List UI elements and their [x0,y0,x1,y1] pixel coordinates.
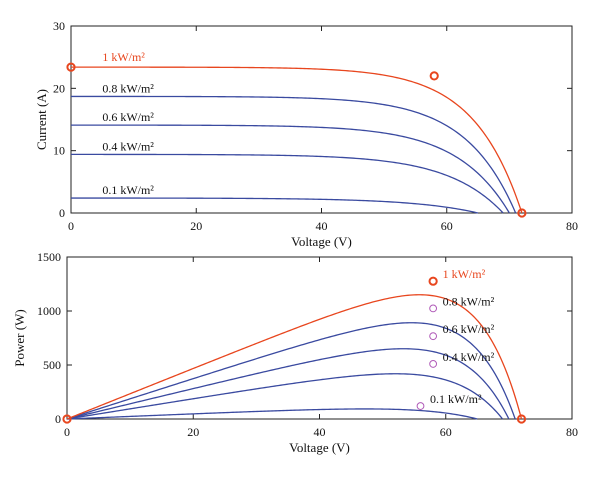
series-line-5 [66,408,478,420]
series-line-3 [71,124,510,214]
x-tick-label: 60 [441,219,453,233]
x-tick-label: 40 [314,425,326,439]
data-point-marker [517,208,527,218]
series-line-2 [66,322,516,420]
y-axis-title: Power (W) [12,309,27,366]
y-axis-title: Current (A) [34,89,49,150]
data-point-marker [429,332,438,341]
data-point-marker [428,276,438,286]
y-tick-label: 500 [43,358,61,372]
series-line-2 [71,95,517,214]
curve-label: 0.4 kW/m² [102,139,154,153]
curve-label: 0.4 kW/m² [443,350,495,364]
curve-label: 0.6 kW/m² [102,110,154,124]
y-tick-label: 1500 [37,250,61,264]
curve-label: 0.8 kW/m² [443,294,495,308]
x-tick-label: 0 [68,219,74,233]
x-axis-title: Voltage (V) [291,234,352,249]
series-line-4 [66,373,504,420]
data-point-marker [429,304,438,313]
y-tick-label: 1000 [37,304,61,318]
data-point-marker [66,62,76,72]
y-tick-label: 0 [55,412,61,426]
curve-label: 0.6 kW/m² [443,322,495,336]
curve-label: 1 kW/m² [102,50,145,64]
x-tick-label: 0 [64,425,70,439]
data-point-marker [516,414,527,424]
series-line-1 [71,66,523,214]
y-tick-label: 30 [53,19,65,33]
x-tick-label: 60 [440,425,452,439]
panel-2: 0 20 40 60 80 0 500 1000 1500 Voltage (V) Power (W… [12,250,578,455]
curve-label: 0.1 kW/m² [102,183,154,197]
series-line-1 [66,294,523,420]
data-point-marker [429,71,439,81]
x-tick-label: 80 [566,219,578,233]
x-tick-label: 20 [187,425,199,439]
data-point-marker [416,402,425,410]
curve-label: 0.8 kW/m² [102,81,154,95]
y-tick-label: 10 [53,144,65,158]
y-tick-label: 0 [59,206,65,220]
series-line-5 [71,197,479,214]
panel-1: 0 20 40 60 80 0 10 20 30 Voltage (V) Current (A) 1 … [34,19,578,249]
x-tick-label: 80 [566,425,578,439]
series-line-4 [71,153,504,214]
curve-label: 0.1 kW/m² [430,392,482,406]
curve-label: 1 kW/m² [443,267,486,281]
x-tick-label: 20 [190,219,202,233]
series-line-3 [66,348,510,420]
x-axis-title: Voltage (V) [289,440,350,455]
data-point-marker [62,414,72,424]
data-point-marker [429,360,438,368]
x-tick-label: 40 [316,219,328,233]
y-tick-label: 20 [53,81,65,95]
